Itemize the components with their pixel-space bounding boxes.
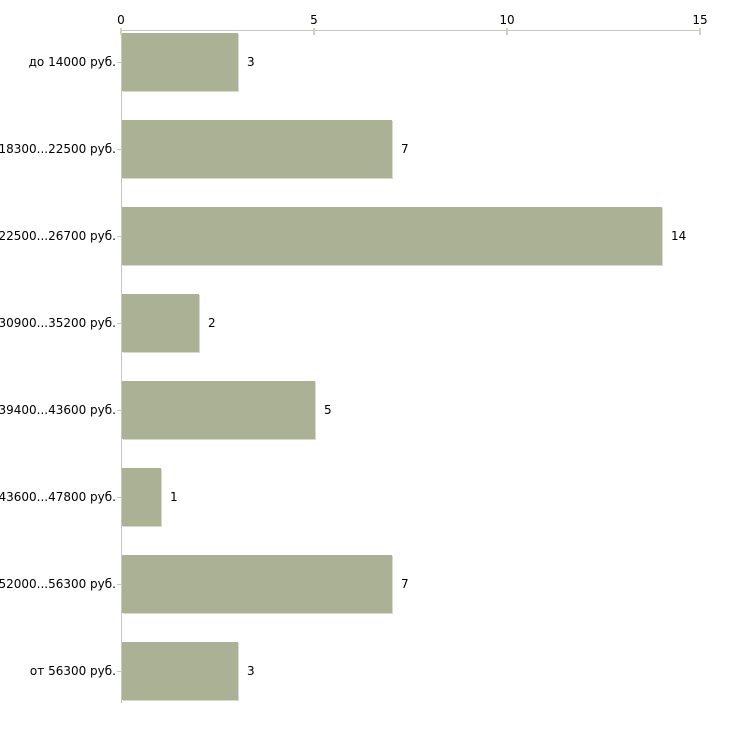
x-axis-line (121, 30, 701, 31)
category-label: до 14000 руб. (28, 55, 116, 69)
category-tick-mark (117, 497, 121, 498)
category-tick-mark (117, 410, 121, 411)
x-axis-tick-label: 10 (499, 13, 515, 27)
category-tick-mark (117, 584, 121, 585)
y-axis-line (121, 30, 122, 703)
x-axis-tick-mark (120, 28, 122, 35)
x-axis-tick-mark (506, 28, 508, 35)
x-axis-tick-mark (313, 28, 315, 35)
category-label: 18300...22500 руб. (0, 142, 116, 156)
category-label: 52000...56300 руб. (0, 577, 116, 591)
value-label: 7 (401, 577, 409, 591)
category-tick-mark (117, 671, 121, 672)
bar (122, 555, 392, 613)
category-label: 30900...35200 руб. (0, 316, 116, 330)
value-label: 3 (247, 55, 255, 69)
bar (122, 207, 662, 265)
category-label: 39400...43600 руб. (0, 403, 116, 417)
x-axis-tick-label: 5 (310, 13, 318, 27)
x-axis-tick-label: 15 (692, 13, 708, 27)
category-label: 43600...47800 руб. (0, 490, 116, 504)
category-label: 22500...26700 руб. (0, 229, 116, 243)
category-tick-mark (117, 149, 121, 150)
value-label: 14 (671, 229, 687, 243)
value-label: 3 (247, 664, 255, 678)
category-label: от 56300 руб. (29, 664, 116, 678)
value-label: 1 (170, 490, 178, 504)
bar (122, 468, 161, 526)
x-axis-tick-mark (699, 28, 701, 35)
category-tick-mark (117, 62, 121, 63)
value-label: 2 (208, 316, 216, 330)
bar (122, 33, 238, 91)
value-label: 7 (401, 142, 409, 156)
bar (122, 294, 199, 352)
bar (122, 642, 238, 700)
bar (122, 120, 392, 178)
category-tick-mark (117, 323, 121, 324)
category-tick-mark (117, 236, 121, 237)
value-label: 5 (324, 403, 332, 417)
x-axis-tick-label: 0 (117, 13, 125, 27)
bar (122, 381, 315, 439)
